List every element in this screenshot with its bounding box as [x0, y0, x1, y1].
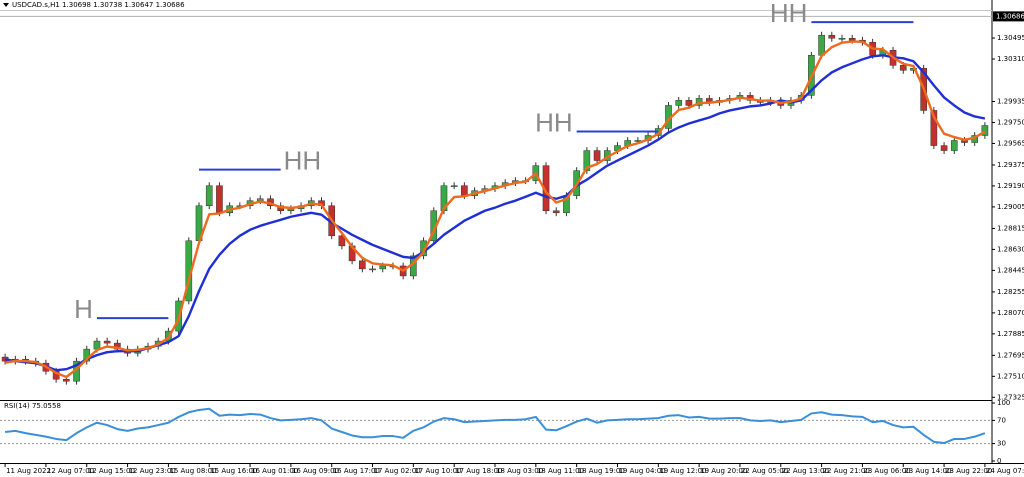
y-tick-label: 1.28255	[997, 288, 1024, 296]
y-tick-label: 1.30495	[997, 34, 1024, 42]
x-tick-label: 15 Aug 16:00	[210, 467, 257, 475]
y-tick-label: 100	[997, 399, 1010, 407]
candle-body	[93, 340, 101, 350]
candle-body	[583, 150, 591, 171]
x-tick-label: 19 Aug 04:00	[618, 467, 665, 475]
x-tick-label: 22 Aug 05:00	[741, 467, 788, 475]
x-tick-label: 19 Aug 12:00	[659, 467, 706, 475]
x-tick-label: 16 Aug 09:00	[292, 467, 339, 475]
menu-icon	[3, 3, 9, 7]
x-tick-label: 11 Aug 2022	[6, 467, 51, 475]
x-tick-label: 16 Aug 17:00	[333, 467, 380, 475]
y-tick-label: 1.30310	[997, 55, 1024, 63]
y-tick-label: 1.28445	[997, 266, 1024, 274]
y-tick-label: 30	[997, 440, 1006, 448]
candle-body	[379, 265, 387, 270]
candle-body	[461, 185, 468, 196]
x-tick-label: 22 Aug 13:00	[782, 467, 829, 475]
x-tick-label: 23 Aug 14:00	[904, 467, 951, 475]
x-tick-label: 22 Aug 21:00	[823, 467, 870, 475]
x-tick-label: 16 Aug 01:00	[251, 467, 298, 475]
candle-body	[818, 34, 825, 56]
candle-body	[848, 38, 856, 41]
symbol-header: USDCAD.s,H1 1.30698 1.30738 1.30647 1.30…	[12, 1, 185, 9]
y-tick-label: 1.27885	[997, 330, 1024, 338]
candle-body	[216, 185, 223, 214]
y-tick-label: 1.27510	[997, 372, 1024, 380]
candle-body	[450, 185, 458, 187]
candle-body	[950, 140, 958, 151]
candle-body	[552, 210, 560, 214]
y-tick-label: 0	[997, 457, 1001, 465]
x-tick-label: 12 Aug 23:00	[129, 467, 176, 475]
candle-body	[930, 110, 938, 146]
y-tick-label: 70	[997, 416, 1006, 424]
x-tick-label: 23 Aug 22:00	[945, 467, 992, 475]
candle-body	[838, 38, 846, 40]
y-tick-label: 1.29190	[997, 182, 1024, 190]
x-tick-label: 12 Aug 15:00	[88, 467, 135, 475]
last-price-box	[993, 11, 1024, 22]
x-tick-label: 19 Aug 20:00	[700, 467, 747, 475]
candle-body	[114, 342, 121, 350]
y-tick-label: 1.28070	[997, 309, 1024, 317]
y-tick-label: 1.29005	[997, 203, 1024, 211]
y-tick-label: 1.28630	[997, 245, 1024, 253]
y-tick-label: 1.29750	[997, 118, 1024, 126]
x-tick-label: 24 Aug 07:00	[986, 467, 1024, 475]
x-tick-label: 15 Aug 08:00	[169, 467, 216, 475]
x-tick-label: 17 Aug 10:00	[414, 467, 461, 475]
line-series	[4, 54, 986, 372]
x-tick-label: 18 Aug 11:00	[537, 467, 584, 475]
candle-body	[675, 100, 683, 106]
candle-body	[63, 379, 70, 382]
x-tick-label: 17 Aug 18:00	[455, 467, 502, 475]
candle-body	[369, 268, 376, 271]
candle-body	[103, 340, 111, 344]
line-series	[4, 40, 986, 379]
x-tick-label: 17 Aug 02:00	[374, 467, 421, 475]
candle-body	[205, 185, 213, 207]
x-tick-label: 12 Aug 07:00	[47, 467, 94, 475]
y-tick-label: 1.29375	[997, 161, 1024, 169]
candle-body	[899, 65, 907, 71]
candle-body	[828, 34, 836, 39]
level-label: H	[74, 294, 93, 324]
y-tick-label: 1.28815	[997, 224, 1024, 232]
y-tick-label: 1.29935	[997, 98, 1024, 106]
candle-body	[359, 260, 366, 270]
level-label: HH	[535, 107, 573, 137]
rsi-header: RSI(14) 75.0558	[4, 402, 61, 410]
y-tick-label: 1.27325	[997, 393, 1024, 401]
candle-body	[685, 100, 693, 106]
y-tick-label: 1.27695	[997, 351, 1024, 359]
y-tick-label: 1.29565	[997, 139, 1024, 147]
candle-body	[940, 145, 948, 151]
x-tick-label: 23 Aug 06:00	[863, 467, 910, 475]
x-tick-label: 18 Aug 19:00	[578, 467, 625, 475]
line-series	[4, 407, 986, 445]
level-label: HH	[770, 0, 808, 28]
candle-body	[981, 125, 989, 136]
x-tick-label: 18 Aug 03:00	[496, 467, 543, 475]
level-label: HH	[284, 145, 322, 175]
candle-body	[338, 235, 346, 247]
candle-body	[593, 150, 601, 161]
last-price-label: 1.30686	[996, 12, 1024, 20]
